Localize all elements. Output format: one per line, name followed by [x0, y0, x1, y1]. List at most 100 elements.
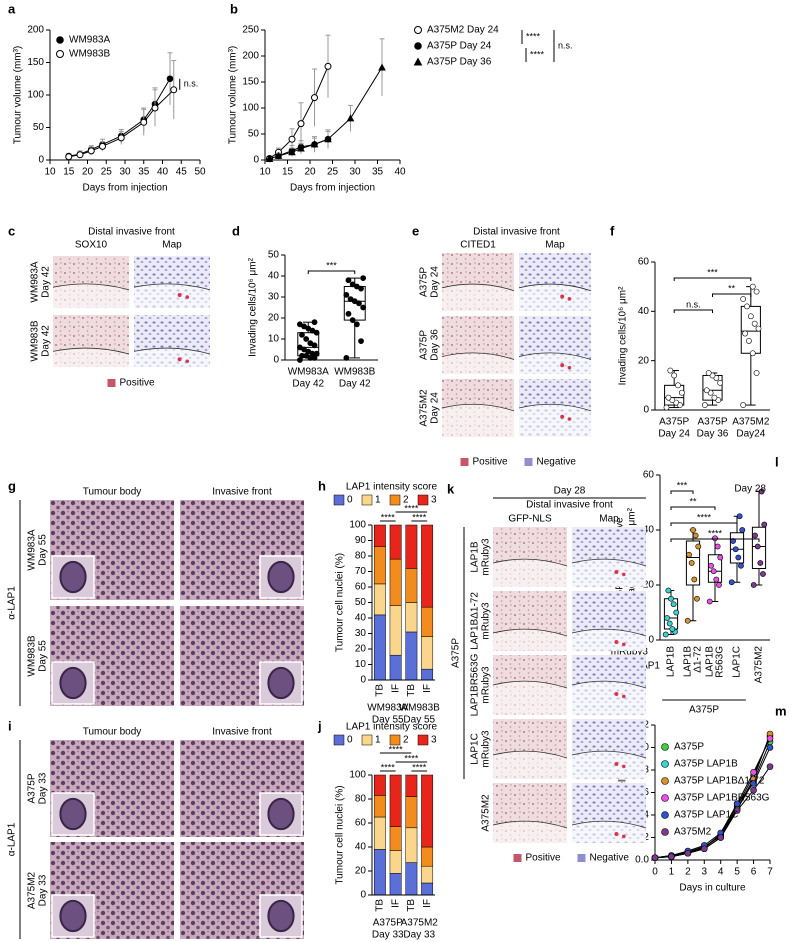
inset-nucleus: [59, 560, 87, 594]
legend-label: 3: [431, 495, 437, 506]
group-label: Day 33: [403, 930, 435, 941]
bar-segment: [421, 606, 434, 637]
group-label: A375P: [373, 918, 403, 929]
box: [707, 554, 723, 583]
x-axis-label: Days from injection: [290, 183, 375, 194]
positive-cell: [614, 762, 619, 766]
panel-label: d: [232, 223, 240, 238]
data-point: [678, 389, 685, 396]
x-tick-label: Day 42: [292, 379, 324, 390]
legend-label: A375P Day 36: [427, 57, 492, 68]
data-point: [673, 609, 680, 616]
data-point: [668, 595, 674, 602]
row-label: A375M2: [419, 389, 430, 427]
positive-cell: [622, 572, 626, 577]
data-point: [716, 582, 722, 588]
legend-marker: [661, 828, 669, 836]
legend-swatch: [333, 734, 345, 746]
tissue-region: [493, 751, 567, 779]
positive-cell: [622, 694, 626, 699]
data-point: [166, 75, 174, 83]
bar-segment: [405, 774, 418, 797]
data-point: [739, 527, 746, 533]
row-label: Day 36: [430, 329, 441, 361]
bar-segment: [373, 524, 386, 547]
row-label: mRuby3: [481, 602, 492, 640]
panel-label: h: [318, 478, 326, 493]
data-point: [717, 834, 725, 841]
column-label: Map: [545, 240, 565, 251]
data-point: [691, 576, 698, 583]
legend-label: WM983A: [69, 35, 110, 46]
inset-nucleus: [267, 797, 295, 831]
data-point: [76, 151, 84, 159]
panel-subtitle: Distal invasive front: [526, 500, 613, 511]
bar-segment: [389, 605, 402, 656]
front-outline: [571, 680, 647, 689]
data-point: [686, 551, 692, 558]
row-label: Day 24: [430, 266, 441, 298]
data-point: [663, 404, 670, 411]
significance-bracket: [307, 270, 356, 274]
row-label: WM983B: [30, 320, 41, 361]
significance-bracket: [670, 506, 716, 510]
front-outline: [52, 283, 130, 291]
x-tick-label: 25: [327, 167, 339, 178]
significance-bracket: [670, 522, 738, 526]
tissue-region: [134, 348, 210, 367]
data-point: [311, 94, 318, 102]
legend-marker: [414, 26, 422, 34]
bar-segment: [373, 795, 386, 818]
legend-label: WM983B: [69, 49, 110, 60]
column-label: Invasive front: [212, 487, 272, 498]
data-point: [117, 134, 125, 142]
side-label: α-LAP1: [7, 586, 18, 620]
data-point: [753, 288, 760, 295]
positive-cell: [560, 294, 565, 299]
inset-nucleus: [267, 899, 295, 933]
significance-label: **: [689, 496, 697, 506]
row-label: Day 42: [41, 266, 52, 298]
bar-segment: [421, 846, 434, 867]
panel-label: i: [8, 718, 12, 733]
bar-segment: [405, 568, 418, 603]
positive-cell: [614, 832, 619, 836]
y-axis-label: Tumour cell nuclei (%): [335, 785, 346, 884]
data-point: [732, 546, 739, 553]
side-label: A375P: [451, 638, 462, 668]
legend-title: LAP1 intensity score: [346, 482, 438, 493]
significance-label: ****: [708, 528, 723, 538]
data-point: [353, 321, 360, 328]
panel-label: a: [8, 1, 16, 16]
y-tick-label: 0: [253, 155, 259, 166]
data-point: [749, 350, 756, 357]
x-tick-label: 30: [349, 167, 361, 178]
legend-swatch: [417, 494, 429, 506]
data-point: [728, 579, 735, 586]
bar-segment: [421, 668, 434, 681]
inset-nucleus: [59, 666, 87, 700]
y-tick-label: 100: [349, 520, 366, 531]
data-point: [749, 283, 756, 290]
significance-label: ****: [381, 512, 396, 522]
x-tick-label: Δ1-72: [693, 646, 704, 673]
tissue-region: [442, 404, 514, 437]
column-label: CITED1: [460, 240, 496, 251]
significance-label: ****: [697, 512, 712, 522]
data-point: [733, 807, 741, 814]
row-label: Day 55: [38, 534, 49, 566]
x-tick-label: A375M2: [732, 417, 770, 428]
positive-cell: [567, 365, 572, 370]
positive-cell: [560, 363, 565, 368]
row-label: mRuby3: [481, 538, 492, 576]
tissue-region: [53, 283, 129, 308]
data-point: [324, 62, 332, 70]
y-tick-label: 0: [38, 155, 44, 166]
x-tick-label: 7: [767, 867, 773, 878]
x-tick-label: Day 42: [339, 379, 371, 390]
data-point: [666, 620, 673, 627]
data-point: [87, 147, 95, 155]
x-tick-label: LAP1C: [732, 646, 743, 678]
bar-segment: [405, 602, 418, 633]
